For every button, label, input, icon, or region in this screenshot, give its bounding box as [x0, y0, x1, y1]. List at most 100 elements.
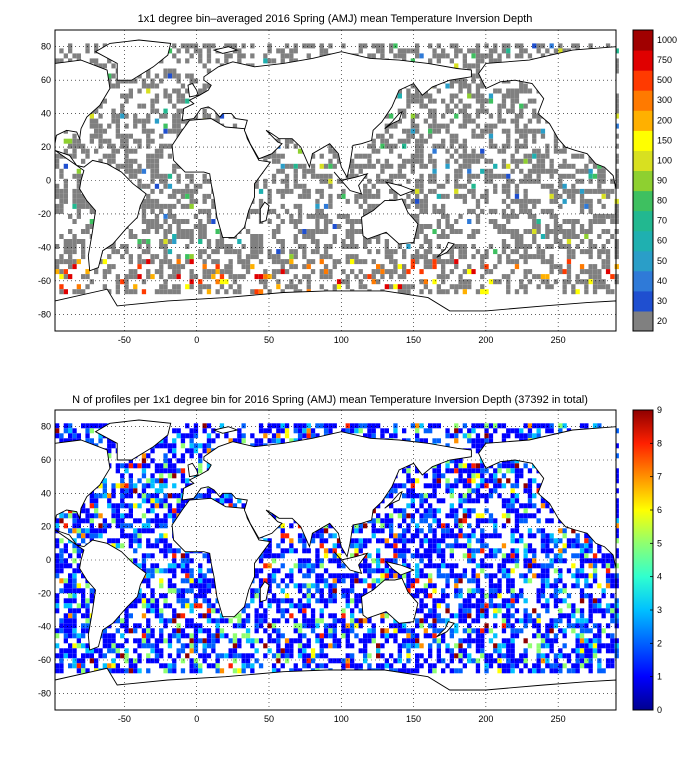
data-cell: [523, 289, 528, 295]
data-cell: [176, 198, 181, 204]
data-cell: [428, 113, 433, 119]
data-cell: [562, 234, 567, 239]
data-cell: [228, 284, 233, 290]
data-cell: [471, 118, 476, 124]
data-cell: [514, 538, 520, 544]
data-cell: [76, 138, 81, 144]
data-cell: [63, 269, 68, 275]
data-cell: [159, 289, 164, 295]
data-cell: [432, 158, 437, 164]
data-cell: [462, 289, 467, 295]
colorbar-swatch: [633, 90, 653, 111]
data-cell: [514, 518, 520, 524]
data-cell: [371, 143, 376, 149]
data-cell: [406, 88, 411, 94]
data-cell: [172, 168, 177, 174]
data-cell: [519, 133, 524, 139]
data-cell: [423, 203, 428, 209]
data-cell: [297, 213, 303, 219]
data-cell: [76, 239, 81, 244]
data-cell: [467, 468, 472, 474]
data-cell: [480, 53, 485, 59]
data-cell: [493, 533, 498, 539]
data-cell: [193, 448, 199, 454]
data-cell: [341, 239, 346, 244]
data-cell: [597, 543, 602, 549]
data-cell: [601, 279, 606, 285]
data-cell: [423, 513, 428, 519]
data-cell: [454, 264, 459, 270]
data-cell: [315, 533, 320, 539]
data-cell: [159, 463, 164, 469]
data-cell: [163, 143, 168, 149]
data-cell: [471, 423, 476, 429]
data-cell: [462, 123, 467, 129]
data-cell: [150, 518, 155, 524]
data-cell: [336, 279, 342, 285]
data-cell: [150, 198, 155, 204]
data-cell: [384, 249, 389, 255]
data-cell: [154, 269, 160, 275]
data-cell: [167, 493, 173, 499]
data-cell: [519, 239, 524, 244]
data-cell: [471, 533, 476, 539]
data-cell: [523, 548, 528, 554]
data-cell: [206, 463, 212, 469]
data-cell: [137, 478, 142, 484]
data-cell: [415, 528, 420, 534]
data-cell: [150, 473, 155, 479]
data-cell: [137, 103, 142, 109]
data-cell: [323, 173, 329, 179]
data-cell: [172, 269, 177, 275]
data-cell: [59, 254, 64, 260]
data-cell: [527, 98, 533, 104]
data-cell: [133, 269, 138, 275]
data-cell: [215, 289, 220, 295]
data-cell: [519, 234, 524, 239]
data-cell: [297, 148, 303, 154]
data-cell: [510, 508, 515, 514]
data-cell: [545, 518, 550, 524]
data-cell: [310, 428, 316, 434]
data-cell: [176, 548, 181, 554]
data-cell: [302, 168, 307, 174]
data-cell: [419, 423, 424, 429]
data-cell: [445, 224, 450, 229]
data-cell: [540, 533, 546, 539]
data-cell: [393, 264, 398, 270]
data-cell: [506, 468, 511, 474]
data-cell: [393, 259, 398, 265]
data-cell: [432, 254, 437, 260]
data-cell: [549, 259, 554, 265]
data-cell: [55, 538, 60, 544]
data-cell: [154, 463, 160, 469]
data-cell: [380, 43, 385, 49]
data-cell: [480, 264, 485, 270]
data-cell: [263, 284, 268, 290]
data-cell: [458, 254, 463, 260]
data-cell: [150, 543, 155, 549]
data-cell: [85, 518, 90, 524]
data-cell: [471, 73, 476, 79]
data-cell: [72, 53, 77, 59]
data-cell: [389, 274, 394, 280]
data-cell: [614, 478, 619, 484]
data-cell: [172, 453, 177, 459]
data-cell: [72, 153, 77, 159]
data-cell: [497, 113, 502, 119]
data-cell: [271, 513, 277, 519]
data-cell: [176, 274, 181, 280]
data-cell: [436, 463, 441, 469]
data-cell: [579, 279, 585, 285]
data-cell: [384, 239, 389, 244]
data-cell: [601, 249, 606, 255]
data-cell: [484, 468, 489, 474]
data-cell: [254, 274, 259, 280]
data-cell: [566, 188, 572, 194]
data-cell: [271, 178, 277, 184]
data-cell: [480, 193, 485, 199]
data-cell: [441, 274, 446, 280]
data-cell: [341, 279, 346, 285]
data-cell: [328, 533, 333, 539]
data-cell: [506, 433, 511, 439]
